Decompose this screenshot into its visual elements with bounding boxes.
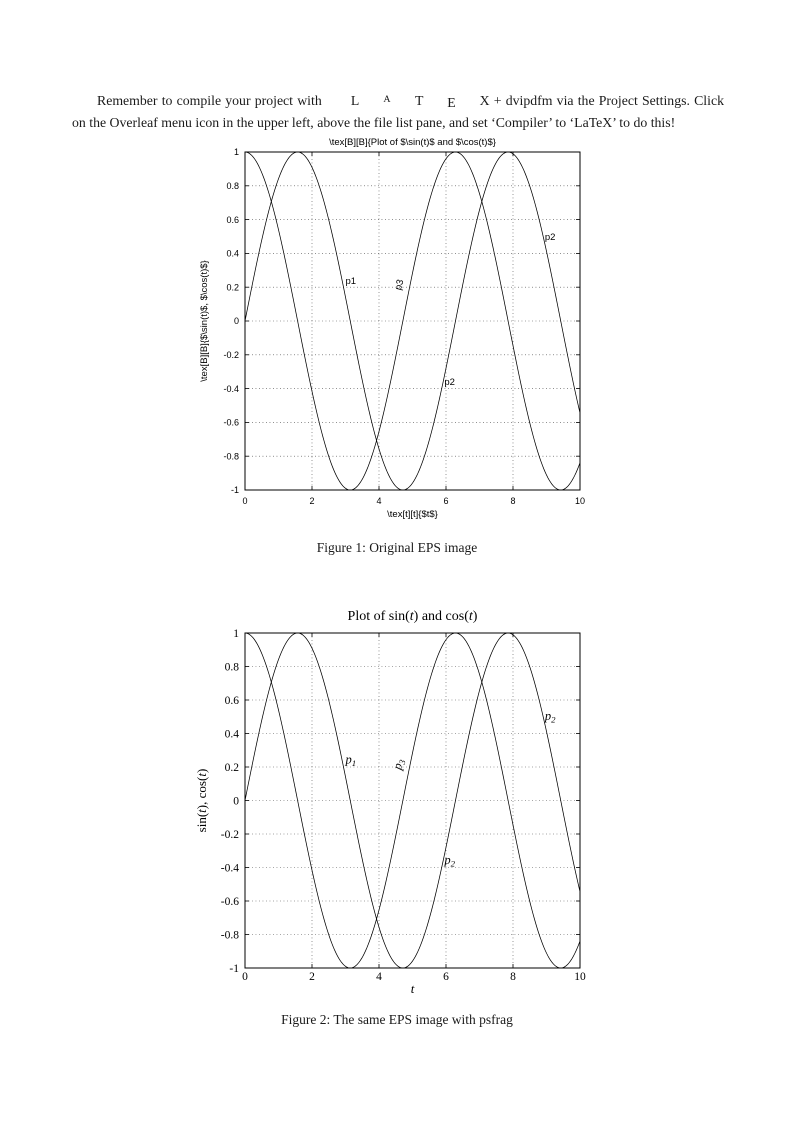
svg-text:-1: -1 xyxy=(229,963,239,975)
svg-text:0.6: 0.6 xyxy=(226,215,239,225)
figure-1-plot: \tex[B][B]{Plot of $\sin(t)$ and $\cos(t… xyxy=(190,132,610,539)
svg-text:-1: -1 xyxy=(231,485,239,495)
svg-text:p2: p2 xyxy=(544,709,556,724)
svg-text:4: 4 xyxy=(376,971,382,983)
svg-text:0.8: 0.8 xyxy=(225,662,240,674)
svg-text:0.6: 0.6 xyxy=(225,695,240,707)
svg-text:-0.4: -0.4 xyxy=(223,384,239,394)
svg-text:0: 0 xyxy=(234,316,239,326)
figure-1-plot-svg: \tex[B][B]{Plot of $\sin(t)$ and $\cos(t… xyxy=(199,137,585,520)
svg-text:0.2: 0.2 xyxy=(225,762,240,774)
svg-text:p3: p3 xyxy=(393,278,406,291)
svg-text:p2: p2 xyxy=(443,853,455,868)
figure-1-caption: Figure 1: Original EPS image xyxy=(316,540,478,555)
svg-text:0: 0 xyxy=(242,971,248,983)
svg-text:p3: p3 xyxy=(390,757,408,773)
svg-text:p1: p1 xyxy=(345,753,357,768)
svg-text:6: 6 xyxy=(443,496,448,506)
svg-text:-0.2: -0.2 xyxy=(223,350,239,360)
svg-text:10: 10 xyxy=(574,971,586,983)
svg-text:-0.6: -0.6 xyxy=(223,418,239,428)
svg-text:\tex[B][B]{$\sin(t)$, $\cos(t): \tex[B][B]{$\sin(t)$, $\cos(t)$} xyxy=(199,260,210,381)
svg-text:-0.8: -0.8 xyxy=(223,451,239,461)
svg-text:2: 2 xyxy=(309,971,315,983)
intro-text-before-logo: Remember to compile your project with xyxy=(97,92,326,108)
figure-2-caption: Figure 2: The same EPS image with psfrag xyxy=(281,1012,513,1027)
intro-text-after-logo: + dvipdfm via the Project Settings. Clic… xyxy=(72,92,724,130)
svg-text:2: 2 xyxy=(309,496,314,506)
svg-text:0.8: 0.8 xyxy=(226,181,239,191)
svg-text:\tex[t][t]{$t$}: \tex[t][t]{$t$} xyxy=(387,509,438,520)
svg-text:1: 1 xyxy=(234,147,239,157)
svg-text:0.2: 0.2 xyxy=(226,282,239,292)
svg-text:4: 4 xyxy=(376,496,381,506)
svg-text:\tex[B][B]{Plot of $\sin(t)$ a: \tex[B][B]{Plot of $\sin(t)$ and $\cos(t… xyxy=(329,137,496,148)
svg-text:0.4: 0.4 xyxy=(226,249,239,259)
svg-text:t: t xyxy=(411,981,415,996)
svg-text:10: 10 xyxy=(575,496,585,506)
figure-2-plot-svg: Plot of sin(t) and cos(t) t sin(t), cos(t)… xyxy=(194,609,586,996)
svg-text:0: 0 xyxy=(242,496,247,506)
svg-text:0.4: 0.4 xyxy=(225,729,240,741)
svg-text:Plot of sin(t) and cos(t): Plot of sin(t) and cos(t) xyxy=(348,609,478,624)
svg-text:0: 0 xyxy=(233,796,239,808)
svg-text:8: 8 xyxy=(510,496,515,506)
svg-text:1: 1 xyxy=(233,628,239,640)
svg-text:-0.4: -0.4 xyxy=(221,863,239,875)
svg-text:p1: p1 xyxy=(346,276,357,287)
svg-text:sin(t), cos(t): sin(t), cos(t) xyxy=(194,769,209,833)
svg-text:8: 8 xyxy=(510,971,516,983)
svg-text:-0.2: -0.2 xyxy=(221,829,239,841)
figure-2-plot: Plot of sin(t) and cos(t) t sin(t), cos(t)… xyxy=(190,600,610,1007)
svg-text:-0.6: -0.6 xyxy=(221,896,239,908)
svg-text:-0.8: -0.8 xyxy=(221,930,239,942)
svg-text:p2: p2 xyxy=(444,377,455,388)
svg-text:p2: p2 xyxy=(545,232,556,243)
svg-text:6: 6 xyxy=(443,971,449,983)
